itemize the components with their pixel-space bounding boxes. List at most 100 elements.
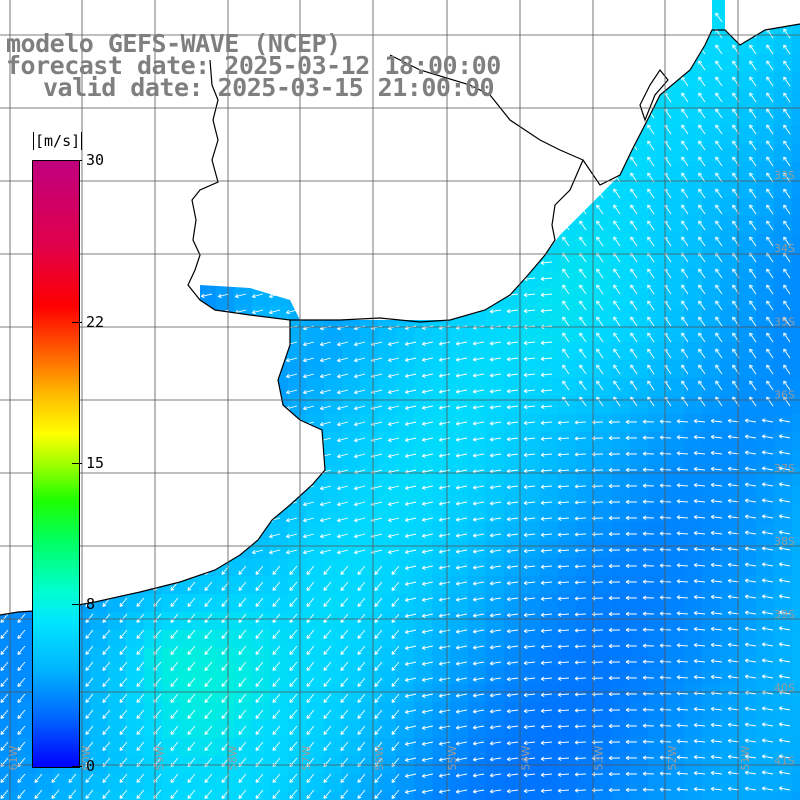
wind-speed-cell <box>180 594 199 613</box>
wind-arrow <box>455 373 468 378</box>
colorbar-unit: [m/s] <box>33 132 83 150</box>
wind-speed-cell <box>630 612 649 631</box>
wind-speed-cell <box>378 522 397 541</box>
wind-speed-cell <box>504 720 523 739</box>
wind-speed-cell <box>378 378 397 397</box>
wind-speed-cell <box>684 180 703 199</box>
wind-speed-cell <box>342 720 361 739</box>
wind-speed-cell <box>720 36 739 55</box>
wind-speed-cell <box>792 360 800 379</box>
wind-speed-cell <box>18 774 37 793</box>
wind-arrow <box>698 348 706 359</box>
wind-arrow <box>579 284 587 295</box>
wind-arrow <box>540 356 553 361</box>
wind-speed-cell <box>486 432 505 451</box>
wind-speed-cell <box>126 702 145 721</box>
wind-arrow <box>715 284 723 295</box>
lat-label: 34S <box>774 242 795 255</box>
colorbar-tick-label: 8 <box>86 595 96 614</box>
wind-arrow <box>698 284 706 295</box>
wind-speed-cell <box>612 216 631 235</box>
wind-speed-cell <box>342 738 361 757</box>
wind-speed-cell <box>306 360 325 379</box>
wind-speed-cell <box>558 558 577 577</box>
wind-speed-cell <box>324 630 343 649</box>
wind-speed-cell <box>774 540 793 559</box>
wind-arrow <box>438 357 451 362</box>
wind-speed-cell <box>576 270 595 289</box>
wind-arrow <box>783 108 791 119</box>
wind-speed-cell <box>684 432 703 451</box>
wind-speed-cell <box>774 360 793 379</box>
wind-speed-cell <box>504 630 523 649</box>
wind-speed-cell <box>432 504 451 523</box>
wind-speed-cell <box>378 486 397 505</box>
wind-arrow <box>698 316 706 327</box>
wind-speed-cell <box>252 684 271 703</box>
wind-speed-cell <box>522 486 541 505</box>
wind-arrow <box>715 60 723 71</box>
wind-arrow <box>579 236 587 247</box>
wind-arrow <box>630 204 638 215</box>
wind-arrow <box>681 140 689 151</box>
wind-speed-cell <box>684 738 703 757</box>
wind-speed-cell <box>774 216 793 235</box>
wind-speed-cell <box>738 216 757 235</box>
wind-speed-cell <box>144 630 163 649</box>
wind-speed-cell <box>720 342 739 361</box>
wind-speed-cell <box>432 558 451 577</box>
wind-speed-cell <box>594 576 613 595</box>
wind-arrow <box>715 220 723 231</box>
lat-label: 41S <box>774 755 795 768</box>
wind-speed-cell <box>648 774 667 793</box>
wind-speed-cell <box>558 414 577 433</box>
wind-speed-cell <box>792 486 800 505</box>
wind-speed-cell <box>648 486 667 505</box>
wind-speed-cell <box>612 198 631 217</box>
wind-arrow <box>681 172 689 183</box>
wind-speed-cell <box>666 792 685 800</box>
wind-speed-cell <box>720 126 739 145</box>
wind-speed-cell <box>594 342 613 361</box>
wind-speed-cell <box>306 594 325 613</box>
colorbar-tick-mark <box>72 604 82 606</box>
wind-speed-cell <box>558 684 577 703</box>
wind-speed-cell <box>342 360 361 379</box>
wind-speed-cell <box>738 774 757 793</box>
wind-arrow <box>698 364 706 375</box>
wind-arrow <box>506 388 519 394</box>
wind-speed-cell <box>90 702 109 721</box>
wind-arrow <box>596 236 604 247</box>
wind-speed-cell <box>378 720 397 739</box>
wind-speed-cell <box>144 738 163 757</box>
wind-speed-cell <box>396 576 415 595</box>
wind-speed-cell <box>468 792 487 800</box>
wind-speed-cell <box>756 702 775 721</box>
wind-speed-cell <box>162 630 181 649</box>
wind-speed-cell <box>576 792 595 800</box>
wind-speed-cell <box>594 234 613 253</box>
wind-speed-cell <box>648 360 667 379</box>
wind-speed-cell <box>576 594 595 613</box>
wind-arrow <box>540 340 553 345</box>
wind-speed-cell <box>774 504 793 523</box>
colorbar-tick-mark <box>72 321 82 323</box>
wind-arrow <box>715 188 723 199</box>
wind-arrow <box>715 364 723 375</box>
wind-speed-cell <box>612 594 631 613</box>
wind-speed-cell <box>756 468 775 487</box>
wind-speed-cell <box>432 684 451 703</box>
wind-speed-cell <box>306 720 325 739</box>
wind-speed-cell <box>468 540 487 559</box>
wind-speed-cell <box>18 648 37 667</box>
lat-label: 37S <box>774 462 795 475</box>
wind-speed-cell <box>792 18 800 37</box>
wind-speed-cell <box>396 648 415 667</box>
wind-speed-cell <box>162 702 181 721</box>
wind-speed-cell <box>288 774 307 793</box>
wind-speed-cell <box>774 306 793 325</box>
wind-speed-cell <box>684 252 703 271</box>
wind-speed-cell <box>612 720 631 739</box>
wind-speed-cell <box>702 612 721 631</box>
